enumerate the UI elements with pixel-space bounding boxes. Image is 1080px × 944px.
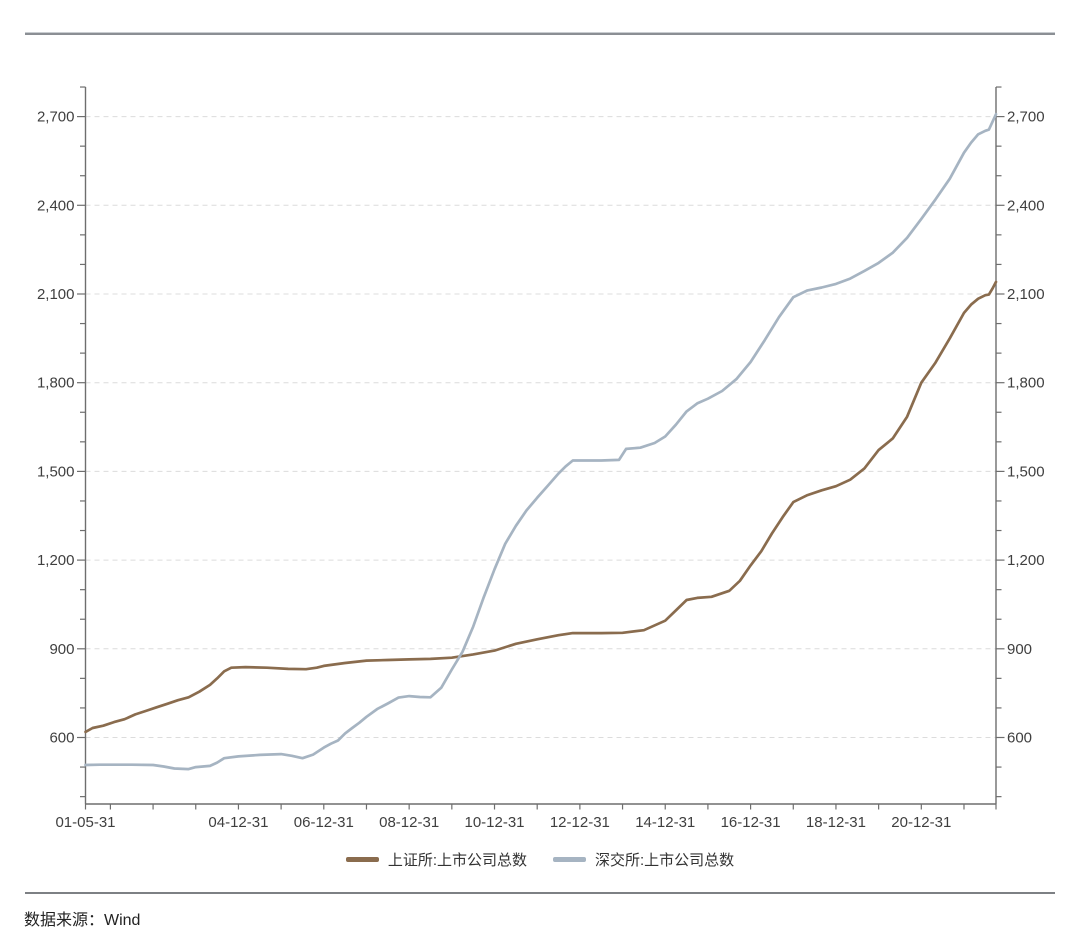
- y-gridlines: [85, 116, 996, 738]
- top-divider: [25, 32, 1055, 35]
- x-tick-label: 08-12-31: [379, 814, 439, 831]
- x-tick-label: 12-12-31: [550, 814, 610, 831]
- legend-item-szse: 深交所:上市公司总数: [553, 849, 734, 870]
- y-tick-label-left: 2,100: [37, 286, 75, 303]
- y-tick-label-left: 900: [49, 641, 74, 658]
- szse-listed-companies-line: [84, 112, 998, 771]
- chart-legend: 上证所:上市公司总数 深交所:上市公司总数: [0, 849, 1080, 870]
- legend-line-swatch: [345, 857, 379, 862]
- y-tick-label-right: 2,400: [1007, 197, 1045, 214]
- x-tick-label: 06-12-31: [294, 814, 354, 831]
- x-tick-label: 20-12-31: [891, 814, 951, 831]
- legend-label: 深交所:上市公司总数: [595, 852, 735, 869]
- listed-companies-line-chart: 600 600 900 900 1,200 1,200 1,500 1,500 1,800 1,8…: [37, 86, 1045, 831]
- legend-label: 上证所:上市公司总数: [387, 852, 527, 869]
- y-tick-label-right: 2,700: [1007, 109, 1045, 126]
- y-tick-label-left: 2,700: [37, 109, 75, 126]
- y-tick-label-right: 1,500: [1007, 463, 1045, 480]
- footer-divider: [25, 892, 1055, 894]
- y-tick-label-left: 1,500: [37, 463, 75, 480]
- x-tick-label: 16-12-31: [721, 814, 781, 831]
- x-ticks: [109, 804, 965, 810]
- y-tick-label-right: 1,800: [1007, 375, 1045, 392]
- x-tick-label: 18-12-31: [806, 814, 866, 831]
- axes: [84, 87, 997, 810]
- x-axis-labels: 01-05-31 04-12-31 06-12-31 08-12-31 10-12-31…: [55, 814, 951, 831]
- y-tick-label-left: 1,800: [37, 375, 75, 392]
- y-tick-label-left: 2,400: [37, 197, 75, 214]
- x-tick-label: 01-05-31: [55, 814, 115, 831]
- legend-line-swatch: [553, 857, 586, 862]
- y-ticks: [77, 86, 1005, 798]
- y-tick-label-right: 1,200: [1007, 552, 1045, 569]
- data-source-label: 数据来源：Wind: [24, 912, 141, 929]
- y-tick-label-right: 2,100: [1007, 286, 1045, 303]
- sse-listed-companies-line: [84, 280, 998, 734]
- y-tick-label-left: 1,200: [37, 552, 75, 569]
- y-tick-label-right: 900: [1007, 641, 1032, 658]
- y-tick-label-right: 600: [1007, 730, 1032, 747]
- x-tick-label: 14-12-31: [635, 814, 695, 831]
- x-tick-label: 10-12-31: [464, 814, 524, 831]
- chart-area: 600 600 900 900 1,200 1,200 1,500 1,500 1,800 1,8…: [0, 86, 1080, 870]
- legend-item-sse: 上证所:上市公司总数: [345, 849, 527, 870]
- y-tick-label-left: 600: [49, 730, 74, 747]
- y-axis-labels: 600 600 900 900 1,200 1,200 1,500 1,500 1,800 1,8…: [37, 109, 1045, 747]
- x-tick-label: 04-12-31: [208, 814, 268, 831]
